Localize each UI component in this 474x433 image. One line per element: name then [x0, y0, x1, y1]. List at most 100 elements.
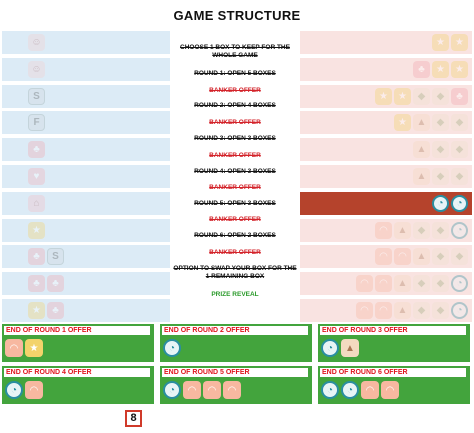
- letter-icon: S: [47, 248, 64, 266]
- right-box-5[interactable]: ▲ ◆ ◆: [300, 138, 472, 162]
- house-icon: ⌂: [28, 194, 45, 212]
- right-box-3[interactable]: ★ ★ ◆ ◆ ♣: [300, 84, 472, 108]
- rainbow-icon: ◠: [223, 381, 241, 399]
- bag-icon: ◆: [432, 275, 449, 293]
- left-box-icons: ⌂: [28, 194, 45, 212]
- heart-icon: ♥: [28, 168, 45, 185]
- banker-offer-step: BANKER OFFER: [209, 249, 261, 256]
- rainbow-icon: ◠: [375, 302, 392, 319]
- left-box-1[interactable]: ☺: [2, 31, 170, 54]
- bag-icon: ◆: [451, 248, 468, 266]
- letter-icon: F: [28, 114, 45, 132]
- round-step: ROUND 6: OPEN 2 BOXES: [194, 232, 276, 239]
- offer-panel-round-5: END OF ROUND 5 OFFER ◔ ◠ ◠ ◠: [160, 366, 312, 404]
- alarm-icon: ◔: [5, 381, 23, 399]
- rainbow-icon: ◠: [356, 302, 373, 319]
- right-box-icons: ♣ ★ ★: [413, 60, 468, 78]
- left-box-icons: F: [28, 114, 45, 132]
- offer-icons: ◠ ★: [5, 339, 43, 357]
- bag-icon: ◆: [432, 141, 449, 159]
- offer-icons: ◔ ◠: [5, 381, 43, 399]
- bag-icon: ◆: [432, 114, 449, 132]
- left-box-5[interactable]: ♣: [2, 138, 170, 162]
- left-box-icons: ♥: [28, 168, 45, 185]
- tape-icon: ▲: [394, 221, 411, 239]
- right-box-icons: ◠ ▲ ◆ ◆ ◔: [375, 221, 468, 239]
- bag-icon: ◆: [432, 87, 449, 105]
- left-box-icons: ♣ S: [28, 248, 64, 266]
- right-box-icons: ◠ ◠ ▲ ◆ ◆ ◔: [356, 275, 468, 293]
- offer-panel-round-6: END OF ROUND 6 OFFER ◔ ◔ ◠ ◠: [318, 366, 470, 404]
- right-box-9[interactable]: ◠ ◠ ▲ ◆ ◆: [300, 245, 472, 269]
- left-box-icons: ☺: [28, 34, 45, 51]
- right-box-icons: ★ ★ ◆ ◆ ♣: [375, 87, 468, 105]
- bag-icon: ◆: [413, 221, 430, 239]
- star-icon: ★: [25, 339, 43, 357]
- banker-offer-step: BANKER OFFER: [209, 119, 261, 126]
- cat-icon: ☺: [28, 34, 45, 51]
- bag-icon: ◆: [413, 302, 430, 319]
- bag-icon: ◆: [432, 168, 449, 185]
- star-icon: ★: [394, 114, 411, 132]
- left-box-8[interactable]: ★: [2, 218, 170, 242]
- left-box-icons: ♣ ♣: [28, 275, 64, 293]
- alarm-icon: ◔: [432, 194, 449, 212]
- alarm-icon: ◔: [163, 381, 181, 399]
- alarm-icon: ◔: [163, 339, 181, 357]
- left-box-2[interactable]: ☺: [2, 57, 170, 81]
- right-box-2[interactable]: ♣ ★ ★: [300, 57, 472, 81]
- gift-icon: ♣: [47, 275, 64, 293]
- left-box-10[interactable]: ♣ ♣: [2, 272, 170, 296]
- left-box-icons: ♣: [28, 141, 45, 159]
- alarm-icon: ◔: [321, 381, 339, 399]
- alarm-icon: ◔: [451, 221, 468, 239]
- tape-icon: ▲: [413, 168, 430, 185]
- gift-icon: ♣: [47, 302, 64, 319]
- bag-icon: ◆: [413, 275, 430, 293]
- left-box-9[interactable]: ♣ S: [2, 245, 170, 269]
- alarm-icon: ◔: [341, 381, 359, 399]
- round-step: ROUND 5: OPEN 3 BOXES: [194, 200, 276, 207]
- gift-icon: ♣: [28, 141, 45, 159]
- offer-label: END OF ROUND 3 OFFER: [320, 326, 466, 335]
- right-box-4[interactable]: ★ ▲ ◆ ◆: [300, 111, 472, 135]
- offer-label: END OF ROUND 6 OFFER: [320, 368, 466, 377]
- right-box-icons: ◠ ◠ ▲ ◆ ◆: [375, 248, 468, 266]
- left-box-icons: ★: [28, 221, 45, 239]
- right-box-11[interactable]: ◠ ◠ ▲ ◆ ◆ ◔: [300, 299, 472, 322]
- page-number: 8: [125, 410, 142, 427]
- bag-icon: ◆: [432, 302, 449, 319]
- rainbow-icon: ◠: [375, 248, 392, 266]
- left-box-icons: S: [28, 87, 45, 105]
- right-box-10[interactable]: ◠ ◠ ▲ ◆ ◆ ◔: [300, 272, 472, 296]
- offer-icons: ◔: [163, 339, 181, 357]
- star-icon: ★: [451, 34, 468, 51]
- left-box-7[interactable]: ⌂: [2, 191, 170, 215]
- rainbow-icon: ◠: [375, 221, 392, 239]
- right-box-1[interactable]: ★ ★: [300, 31, 472, 54]
- left-box-icons: ★ ♣: [28, 302, 64, 319]
- round-step: OPTION TO SWAP YOUR BOX FOR THE 1 REMAIN…: [173, 265, 297, 280]
- bag-icon: ◆: [451, 114, 468, 132]
- rainbow-icon: ◠: [361, 381, 379, 399]
- rainbow-icon: ◠: [183, 381, 201, 399]
- rainbow-icon: ◠: [356, 275, 373, 293]
- round-step: ROUND 3: OPEN 3 BOXES: [194, 135, 276, 142]
- right-box-icons: ★ ▲ ◆ ◆: [394, 114, 468, 132]
- right-box-7[interactable]: ◔ ◔: [300, 191, 472, 215]
- right-box-6[interactable]: ▲ ◆ ◆: [300, 165, 472, 188]
- right-box-8[interactable]: ◠ ▲ ◆ ◆ ◔: [300, 218, 472, 242]
- page-title: GAME STRUCTURE: [173, 8, 301, 23]
- gift-icon: ♣: [28, 248, 45, 266]
- left-box-4[interactable]: F: [2, 111, 170, 135]
- left-box-6[interactable]: ♥: [2, 165, 170, 188]
- left-box-icons: ☺: [28, 60, 45, 78]
- right-box-icons: ▲ ◆ ◆: [413, 168, 468, 185]
- gift-icon: ♣: [451, 87, 468, 105]
- star-icon: ★: [394, 87, 411, 105]
- offer-panel-round-1: END OF ROUND 1 OFFER ◠ ★: [2, 324, 154, 362]
- left-box-11[interactable]: ★ ♣: [2, 299, 170, 322]
- left-box-3[interactable]: S: [2, 84, 170, 108]
- prize-reveal-step: PRIZE REVEAL: [211, 291, 259, 298]
- bag-icon: ◆: [413, 87, 430, 105]
